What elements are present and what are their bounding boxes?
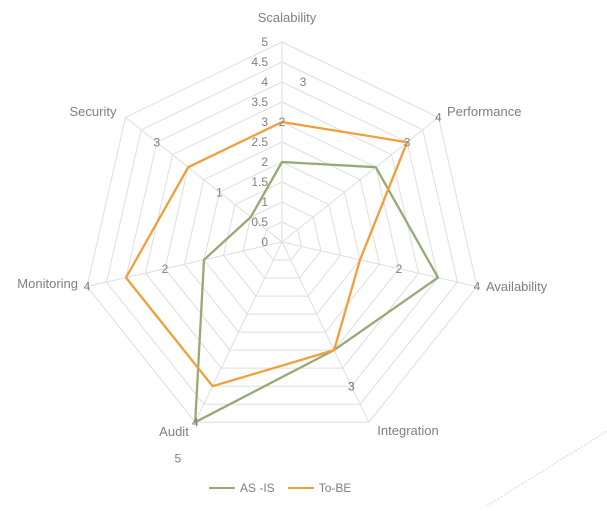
chart-legend: AS -IS To-BE (209, 481, 351, 495)
legend-item-as-is[interactable]: AS -IS (209, 481, 275, 495)
tick-label-2.5: 2.5 (251, 135, 268, 149)
grid-spoke (281, 241, 370, 423)
corner-diagonal-line (479, 430, 607, 511)
tick-label-4: 4 (261, 75, 268, 89)
tick-label-1.5: 1.5 (251, 175, 268, 189)
legend-item-to-be[interactable]: To-BE (287, 481, 352, 495)
tick-label-3.5: 3.5 (251, 95, 268, 109)
data-label-as-is-scalability: 2 (279, 115, 286, 129)
data-label-as-is-audit: 5 (175, 451, 182, 465)
axis-label-performance: Performance (447, 104, 521, 119)
grid-spoke (281, 241, 478, 287)
grid-ring (86, 41, 478, 423)
grid-spoke (194, 241, 283, 423)
data-label-to-be-availability: 2 (396, 262, 403, 276)
series-line-to-be[interactable] (124, 120, 409, 388)
data-label-to-be-performance: 4 (435, 111, 442, 125)
radial-tick-labels: 0 0.5 1 1.5 2 2.5 3 3.5 4 4.5 5 (251, 35, 268, 249)
grid-ring (183, 141, 381, 333)
grid-ring (203, 161, 361, 315)
series-polygons (124, 120, 440, 424)
data-label-to-be-monitoring: 4 (84, 280, 91, 294)
tick-label-2: 2 (261, 155, 268, 169)
grid-ring (222, 181, 342, 297)
legend-label-to-be: To-BE (318, 481, 352, 495)
data-label-as-is-performance: 3 (404, 135, 411, 149)
category-labels: Scalability Performance Availability Integr… (17, 10, 547, 439)
grid-spokes (86, 42, 478, 423)
tick-label-4.5: 4.5 (251, 55, 268, 69)
grid-ring (125, 81, 439, 387)
grid-spoke (125, 116, 283, 243)
axis-label-availability: Availability (486, 279, 548, 294)
grid-spoke (86, 241, 283, 287)
axis-label-scalability: Scalability (258, 10, 317, 25)
data-label-to-be-scalability: 3 (300, 75, 307, 89)
grid-ring (105, 61, 459, 405)
grid-ring (144, 101, 420, 369)
grid-spoke (281, 116, 439, 243)
legend-swatch-as-is (209, 486, 235, 490)
axis-label-integration: Integration (377, 423, 438, 438)
data-label-as-is-security: 1 (216, 185, 223, 199)
data-label-as-is-monitoring: 2 (162, 262, 169, 276)
grid-ring (242, 201, 322, 279)
tick-label-5: 5 (261, 35, 268, 49)
tick-label-1: 1 (261, 195, 268, 209)
tick-label-0: 0 (261, 235, 268, 249)
data-label-to-be-audit: 4 (192, 415, 199, 429)
data-label-to-be-security: 3 (154, 135, 161, 149)
grid-ring (261, 221, 303, 261)
tick-label-0.5: 0.5 (251, 215, 268, 229)
tick-label-3: 3 (261, 115, 268, 129)
legend-label-as-is: AS -IS (240, 481, 275, 495)
axis-label-security: Security (70, 104, 117, 119)
data-label-as-is-integration: 3 (348, 379, 355, 393)
data-label-to-be-integration: 3 (348, 379, 355, 393)
grid-ring (164, 121, 400, 351)
series-line-as-is[interactable] (194, 160, 440, 424)
data-label-as-is-availability: 4 (474, 280, 481, 294)
axis-label-audit: Audit (159, 424, 189, 439)
axis-label-monitoring: Monitoring (17, 276, 78, 291)
grid-rings (86, 41, 478, 423)
legend-swatch-to-be (287, 486, 314, 490)
